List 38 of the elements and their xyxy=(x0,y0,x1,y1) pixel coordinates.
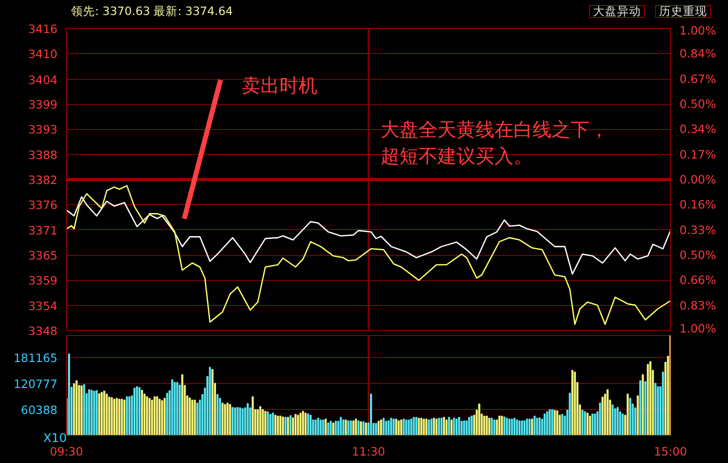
y2-tick-label: 0.34% xyxy=(680,122,716,136)
y-tick-label: 3365 xyxy=(28,248,58,262)
y2-tick-label: 1.00% xyxy=(680,322,716,336)
y-tick-label: 3393 xyxy=(28,122,58,137)
y-tick-label: 3359 xyxy=(28,274,58,288)
y2-tick-label: 0.16% xyxy=(680,197,716,212)
y-tick-label: 3354 xyxy=(28,298,58,313)
y2-tick-label: 0.17% xyxy=(680,147,716,162)
y-tick-label: 3376 xyxy=(28,198,58,212)
x-tick-label: 15:00 xyxy=(654,444,688,458)
y-tick-label: 3399 xyxy=(28,98,58,112)
y2-tick-label: 0.33% xyxy=(680,222,716,237)
y2-tick-label: 0.50% xyxy=(680,248,716,262)
y2-tick-label: 1.00% xyxy=(680,24,716,38)
y-tick-label: 3410 xyxy=(28,47,58,62)
annotation: 卖出时机 xyxy=(242,74,318,97)
y-tick-label: 3416 xyxy=(28,22,58,36)
text: 大盘异动 xyxy=(593,4,641,18)
x-tick-label: 09:30 xyxy=(50,444,84,458)
y2-tick-label: 0.50% xyxy=(680,97,716,111)
text: 历史重现 xyxy=(659,4,707,18)
y-tick-label: 3382 xyxy=(28,173,58,187)
annotation: X10 xyxy=(43,431,67,445)
y-tick-label: 3404 xyxy=(28,73,58,88)
y-tick-label: 60388 xyxy=(20,402,58,417)
y2-tick-label: 0.84% xyxy=(680,46,716,60)
x-tick-label: 11:30 xyxy=(352,444,386,458)
y2-tick-label: 0.67% xyxy=(680,72,716,86)
y2-tick-label: 0.00% xyxy=(680,172,716,186)
y2-tick-label: 0.66% xyxy=(680,272,716,287)
annotation: 大盘全天黄线在白线之下，超短不建议买入。 xyxy=(380,119,609,168)
y2-tick-label: 0.83% xyxy=(680,298,716,312)
y-tick-label: 3371 xyxy=(28,223,58,238)
chart-title: 领先: 3370.63 最新: 3374.64 xyxy=(71,4,233,18)
y-tick-label: 120777 xyxy=(14,376,58,391)
y-tick-label: 3388 xyxy=(28,148,58,162)
y-tick-label: 3348 xyxy=(28,324,58,338)
y-tick-label: 181165 xyxy=(14,350,58,365)
